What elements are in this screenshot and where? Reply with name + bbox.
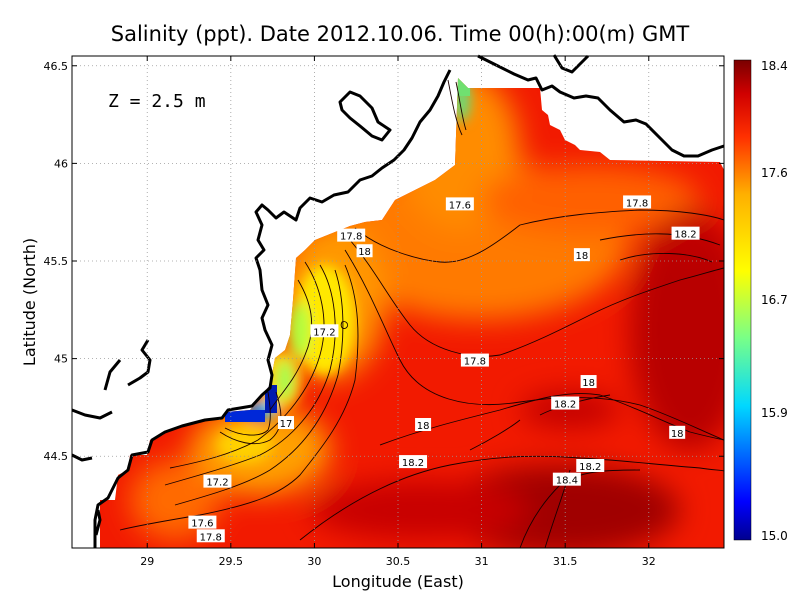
depth-annotation: Z = 2.5 m (108, 91, 206, 112)
y-tick-label: 46.5 (44, 60, 69, 73)
y-axis-label: Latitude (North) (20, 238, 39, 366)
contour-label: 17.8 (464, 357, 486, 368)
contour-label-bg (399, 455, 428, 469)
contour-label: 18 (417, 421, 430, 432)
contour-label: 18.4 (556, 476, 578, 487)
x-tick-label: 32 (642, 555, 656, 568)
grid (72, 56, 724, 548)
contour-label-bg (573, 248, 590, 262)
contour-label: 17.2 (206, 478, 228, 489)
contour-label-bg (576, 459, 605, 472)
contour-label: 17 (280, 419, 293, 430)
contour-label-bg (552, 472, 581, 486)
contour-label-bg (551, 396, 580, 410)
contour-label-bg (623, 195, 652, 209)
contour-label: 17.2 (313, 327, 335, 338)
contour-labels: 17.6 17.8 18.2 17.8 18 18 17.2 17.8 18 18.2 17 18 18… (188, 195, 700, 543)
contour-label-bg (188, 515, 217, 529)
colorbar-ticks: 18.4 17.6 16.7 15.9 15.0 (761, 59, 788, 543)
colorbar-tick-label: 16.7 (761, 293, 788, 307)
contour-label: 18.2 (402, 458, 424, 469)
contour-label: 18.2 (579, 462, 601, 473)
x-tick-label: 29 (140, 555, 154, 568)
contour-label: 18 (358, 247, 371, 258)
colorbar: 18.4 17.6 16.7 15.9 15.0 (733, 59, 788, 543)
contour-label: 17.6 (449, 200, 471, 211)
contour-label: 17.6 (191, 519, 213, 530)
contour-label: 18 (671, 429, 684, 440)
contour-label-bg (415, 418, 432, 431)
contour-label-bg (196, 529, 225, 543)
contour-label: 18.2 (554, 400, 576, 411)
contour-label: 17.8 (626, 198, 648, 209)
chart-title: Salinity (ppt). Date 2012.10.06. Time 00… (111, 22, 690, 46)
y-tick-label: 45.5 (44, 255, 69, 268)
colorbar-tick-label: 17.6 (761, 166, 788, 180)
contour-lines (119, 79, 725, 549)
y-tick-label: 46 (54, 157, 68, 170)
coastline (71, 54, 725, 548)
x-axis-label: Longitude (East) (332, 572, 464, 591)
x-tick-label: 30.5 (386, 555, 411, 568)
colorbar-tick-label: 15.0 (761, 529, 788, 543)
colorbar-gradient (733, 59, 752, 541)
contour-label-bg (277, 416, 294, 430)
contour-label-bg (669, 425, 686, 439)
y-tick-label: 44.5 (44, 450, 69, 463)
x-tick-label: 29.5 (219, 555, 244, 568)
contour-label-bg (580, 375, 597, 389)
contour-label-bg (356, 244, 373, 258)
x-tick-label: 31.5 (553, 555, 578, 568)
contour-label: 18 (576, 251, 589, 262)
contour-label: 18 (582, 378, 595, 389)
x-tick-label: 30 (307, 555, 321, 568)
x-axis: 29 29.5 30 30.5 31 31.5 32 (140, 56, 656, 568)
contour-label: 18.2 (674, 230, 696, 241)
contour-label-bg (203, 474, 232, 488)
contour-label: 17.8 (200, 532, 222, 543)
contour-label-bg (671, 226, 700, 240)
colorbar-tick-label: 18.4 (761, 59, 788, 73)
contour-label-bg (445, 197, 474, 211)
contour-label: 17.8 (340, 232, 362, 243)
y-tick-label: 45 (54, 353, 68, 366)
contour-label-bg (460, 353, 489, 367)
contour-label-bg (310, 324, 339, 338)
contour-label-bg (337, 228, 366, 242)
colorbar-tick-label: 15.9 (761, 406, 788, 420)
x-tick-label: 31 (475, 555, 489, 568)
y-axis: 44.5 45 45.5 46 46.5 (44, 60, 724, 463)
